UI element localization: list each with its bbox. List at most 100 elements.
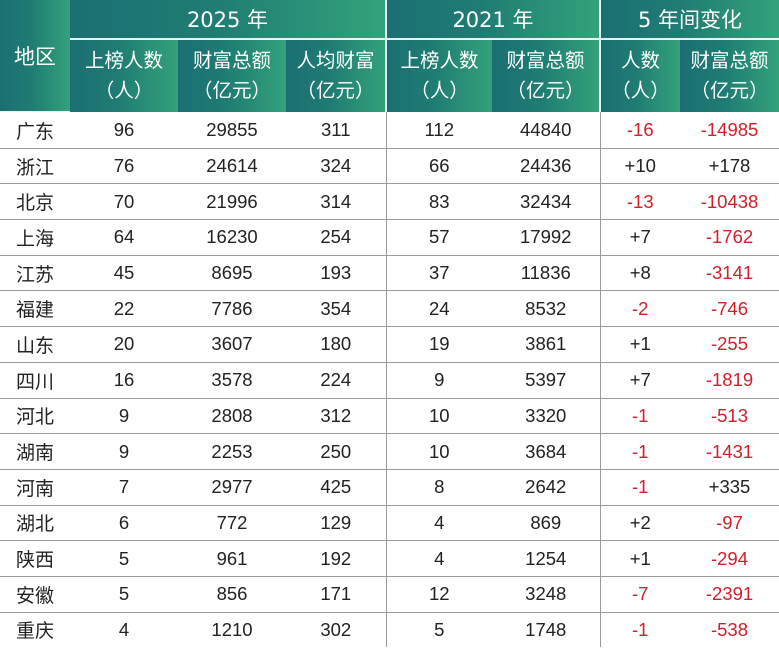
cell-change-wealth: -3141 xyxy=(680,255,779,292)
cell-2021-wealth: 1254 xyxy=(492,540,600,577)
cell-2021-wealth: 3861 xyxy=(492,326,600,363)
header-region: 地区 xyxy=(0,0,70,113)
cell-2021-wealth: 32434 xyxy=(492,183,600,221)
table-row: 安徽 5 856 171 12 3248 -7 -2391 xyxy=(0,576,779,613)
cell-2025-avg: 171 xyxy=(286,576,386,613)
cell-2025-count: 5 xyxy=(70,576,178,613)
cell-2021-count: 24 xyxy=(385,290,492,328)
header-2025-wealth: 财富总额 （亿元） xyxy=(178,39,286,112)
cell-region: 浙江 xyxy=(0,148,70,185)
cell-2025-avg: 250 xyxy=(286,433,386,470)
table-row: 广东 96 29855 311 112 44840 -16 -14985 xyxy=(0,112,779,149)
cell-change-wealth: -294 xyxy=(680,540,779,577)
table-row: 河南 7 2977 425 8 2642 -1 +335 xyxy=(0,469,779,506)
cell-2025-count: 5 xyxy=(70,540,178,577)
cell-2021-wealth: 3320 xyxy=(492,398,600,435)
cell-2025-avg: 302 xyxy=(320,618,352,640)
cell-region: 四川 xyxy=(0,362,70,399)
cell-2025-avg: 324 xyxy=(286,148,386,185)
cell-2025-wealth: 3578 xyxy=(178,362,286,399)
cell-2025-avg: 224 xyxy=(286,362,386,399)
cell-region: 重庆 xyxy=(15,620,54,643)
cell-2021-wealth: 2642 xyxy=(492,469,600,506)
cell-2025-wealth: 8695 xyxy=(178,255,286,292)
cell-2025-count: 70 xyxy=(70,183,178,221)
header-2021-wealth: 财富总额 （亿元） xyxy=(492,39,600,112)
cell-2025-count: 96 xyxy=(70,112,178,149)
cell-2025-wealth: 2253 xyxy=(178,433,286,470)
cell-2025-count: 6 xyxy=(70,505,178,542)
cell-2021-count: 8 xyxy=(385,469,492,506)
cell-2025-wealth: 16230 xyxy=(178,219,286,256)
cell-region: 湖北 xyxy=(0,505,70,542)
cell-change-count: +7 xyxy=(599,219,680,256)
cell-2021-wealth: 24436 xyxy=(492,148,600,185)
header-2025-count-label: 上榜人数 xyxy=(84,49,163,72)
header-group-2021: 2021 年 xyxy=(385,0,600,40)
cell-region: 江苏 xyxy=(0,255,70,292)
cell-change-wealth: -1762 xyxy=(680,219,779,256)
cell-2025-count: 16 xyxy=(70,362,178,399)
cell-2021-wealth: 3684 xyxy=(492,433,600,470)
cell-change-count: -13 xyxy=(599,183,680,221)
cell-region: 河南 xyxy=(0,469,70,506)
header-group-change: 5 年间变化 xyxy=(598,0,779,40)
cell-2021-wealth: 8532 xyxy=(492,290,600,328)
cell-change-wealth: -255 xyxy=(680,326,779,363)
table-row: 上海 64 16230 254 57 17992 +7 -1762 xyxy=(0,219,779,256)
cell-change-wealth: -2391 xyxy=(680,576,779,613)
cell-2025-wealth: 3607 xyxy=(178,326,286,363)
cell-2021-count: 57 xyxy=(385,219,492,256)
cell-change-count: -1 xyxy=(599,612,680,648)
cell-2025-avg: 180 xyxy=(286,326,386,363)
cell-2025-count: 20 xyxy=(70,326,178,363)
cell-change-wealth: -97 xyxy=(680,505,779,542)
table-row: 江苏 45 8695 193 37 11836 +8 -3141 xyxy=(0,255,779,292)
cell-2025-count: 76 xyxy=(70,148,178,185)
table-row: 福建 22 7786 354 24 8532 -2 -746 xyxy=(0,290,779,328)
cell-2025-wealth: 961 xyxy=(178,540,286,577)
cell-2025-wealth: 856 xyxy=(178,576,286,613)
cell-2021-count: 10 xyxy=(385,433,492,470)
cell-change-count: -1 xyxy=(599,433,680,470)
cell-region: 北京 xyxy=(0,183,70,221)
cell-region: 山东 xyxy=(0,326,70,363)
header-2021-wealth-unit: （亿元） xyxy=(506,79,585,102)
cell-change-count: -2 xyxy=(599,290,680,328)
table-row: 湖南 9 2253 250 10 3684 -1 -1431 xyxy=(0,433,779,470)
header-change-count: 人数 （人） xyxy=(599,39,680,112)
header-change-count-unit: （人） xyxy=(611,79,670,102)
cell-region: 福建 xyxy=(0,290,70,328)
cell-change-wealth: -513 xyxy=(680,398,779,435)
header-2021-count: 上榜人数 （人） xyxy=(385,39,492,112)
cell-region: 上海 xyxy=(0,219,70,256)
table-row: 湖北 6 772 129 4 869 +2 -97 xyxy=(0,505,779,542)
table-body: 广东 96 29855 311 112 44840 -16 -14985 浙江 76 24614 32… xyxy=(0,112,779,648)
cell-2025-wealth: 772 xyxy=(178,505,286,542)
cell-2025-wealth: 21996 xyxy=(178,183,286,221)
cell-2025-count: 22 xyxy=(70,290,178,328)
header-change-wealth-unit: （亿元） xyxy=(690,79,769,102)
cell-2025-wealth: 7786 xyxy=(178,290,286,328)
cell-change-wealth: -538 xyxy=(710,618,749,640)
cell-region: 湖南 xyxy=(0,433,70,470)
table-row: 北京 70 21996 314 83 32434 -13 -10438 xyxy=(0,183,779,221)
table-row: 四川 16 3578 224 9 5397 +7 -1819 xyxy=(0,362,779,399)
cell-2021-wealth: 44840 xyxy=(492,112,600,149)
cell-change-count: -1 xyxy=(599,398,680,435)
header-2021-count-unit: （人） xyxy=(410,79,469,102)
cell-change-count: +1 xyxy=(599,540,680,577)
cell-change-count: +10 xyxy=(599,148,680,185)
header-2025-wealth-unit: （亿元） xyxy=(192,79,271,102)
cell-2025-count: 9 xyxy=(70,433,178,470)
cell-region: 安徽 xyxy=(0,576,70,613)
cell-2025-count: 45 xyxy=(70,255,178,292)
cell-2021-wealth: 1748 xyxy=(525,618,567,640)
cell-2021-count: 10 xyxy=(385,398,492,435)
cell-region: 河北 xyxy=(0,398,70,435)
cell-change-wealth: -10438 xyxy=(680,183,779,221)
cell-2025-avg: 193 xyxy=(286,255,386,292)
header-2025-count-unit: （人） xyxy=(94,79,154,102)
header-change-wealth-label: 财富总额 xyxy=(690,49,769,72)
